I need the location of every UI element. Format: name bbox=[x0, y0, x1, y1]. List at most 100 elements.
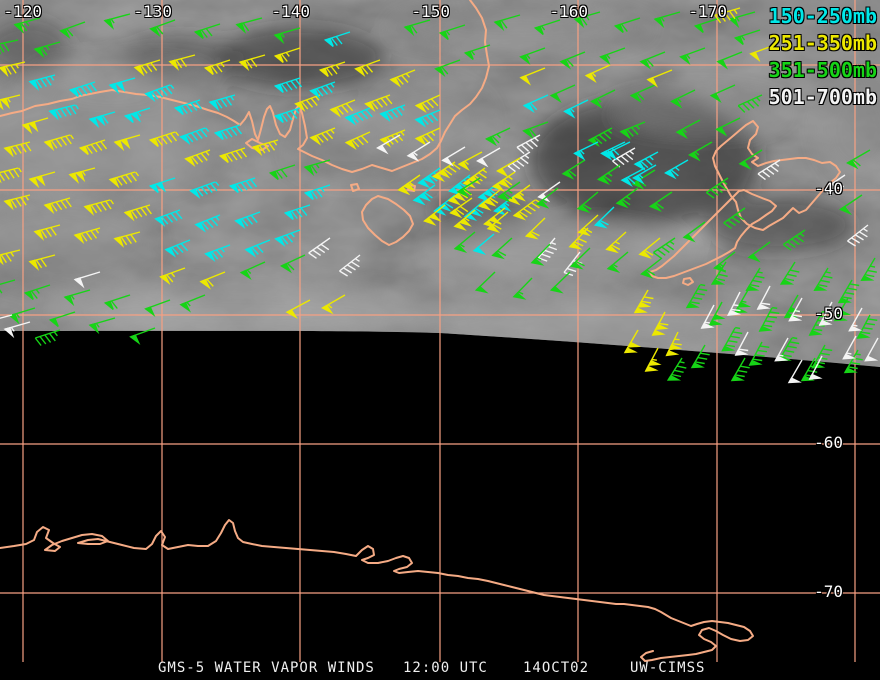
barb-staff bbox=[493, 171, 516, 188]
antarctica-coastline bbox=[0, 519, 754, 662]
wind-barb bbox=[364, 94, 393, 113]
wind-barb bbox=[273, 77, 303, 93]
wind-barb bbox=[194, 214, 221, 233]
barb-staff bbox=[665, 331, 682, 356]
wind-barb bbox=[478, 189, 501, 211]
wind-barb bbox=[3, 194, 31, 211]
barb-staff bbox=[844, 349, 863, 373]
barb-staff bbox=[819, 301, 833, 326]
barb-staff bbox=[562, 159, 586, 177]
barb-staff bbox=[442, 146, 466, 162]
barb-staff bbox=[0, 61, 26, 75]
barb-staff bbox=[4, 141, 32, 155]
barb-staff bbox=[487, 211, 509, 230]
barb-staff bbox=[325, 31, 351, 46]
barb-staff bbox=[847, 224, 869, 247]
barb-staff bbox=[220, 147, 248, 162]
barb-staff bbox=[4, 194, 31, 208]
wind-barb bbox=[779, 261, 800, 285]
barb-staff bbox=[50, 311, 76, 321]
barb-staff bbox=[788, 359, 803, 383]
wind-barb bbox=[685, 283, 708, 309]
wind-barb bbox=[623, 329, 642, 354]
wind-barb bbox=[561, 159, 586, 180]
wind-barb bbox=[303, 159, 331, 177]
wind-barb bbox=[787, 359, 803, 384]
barb-staff bbox=[407, 141, 431, 157]
barb-staff bbox=[185, 149, 211, 165]
barb-staff bbox=[345, 131, 371, 148]
wind-barb bbox=[33, 41, 61, 59]
legend-item-251-350mb: 251-350mb bbox=[768, 31, 877, 55]
wind-barb bbox=[108, 171, 140, 189]
wind-barb bbox=[303, 184, 331, 200]
wind-barb bbox=[613, 17, 641, 33]
barb-staff bbox=[735, 29, 761, 41]
barb-staff bbox=[710, 84, 736, 97]
wind-barb bbox=[148, 131, 180, 147]
barb-staff bbox=[125, 107, 151, 117]
wind-barb bbox=[73, 271, 101, 289]
barb-staff bbox=[281, 254, 306, 271]
wind-barb bbox=[516, 134, 541, 155]
barb-staff bbox=[717, 51, 743, 63]
barb-staff bbox=[195, 23, 221, 38]
wind-barb bbox=[8, 307, 36, 325]
wind-barb bbox=[620, 167, 646, 187]
wind-barb bbox=[379, 104, 406, 123]
wind-barb bbox=[600, 141, 626, 161]
barb-staff bbox=[523, 94, 549, 111]
barb-staff bbox=[822, 174, 846, 196]
barb-staff bbox=[124, 204, 152, 219]
barb-staff bbox=[0, 314, 13, 319]
barb-staff bbox=[497, 157, 521, 172]
wind-barb bbox=[716, 51, 743, 70]
barb-staff bbox=[550, 271, 571, 291]
wind-barb bbox=[530, 243, 551, 266]
barb-staff bbox=[607, 251, 629, 270]
barb-staff bbox=[440, 24, 466, 36]
wind-barb bbox=[283, 204, 311, 220]
barb-staff bbox=[0, 249, 21, 263]
barb-staff bbox=[339, 254, 361, 277]
wind-barb bbox=[33, 224, 61, 241]
lat-lon-grid bbox=[0, 0, 880, 662]
wind-barb bbox=[414, 127, 441, 146]
barb-staff bbox=[34, 224, 61, 239]
barb-staff bbox=[757, 285, 771, 310]
barb-staff bbox=[322, 294, 346, 309]
wind-barb bbox=[818, 301, 833, 326]
barb-staff bbox=[473, 233, 495, 252]
wind-barb bbox=[73, 227, 101, 245]
wind-barb bbox=[414, 109, 441, 128]
wind-barb bbox=[619, 121, 646, 140]
barb-staff bbox=[240, 261, 266, 274]
wind-barb bbox=[679, 47, 706, 66]
barb-staff bbox=[355, 59, 381, 75]
wind-barb bbox=[705, 177, 729, 199]
tasmania-coastline bbox=[361, 195, 414, 246]
wind-barb bbox=[103, 13, 131, 30]
barb-staff bbox=[275, 229, 301, 245]
wind-barb bbox=[533, 19, 561, 35]
wind-barb bbox=[412, 184, 436, 206]
wind-barb bbox=[423, 204, 446, 226]
wind-barb bbox=[463, 199, 486, 222]
wind-barb bbox=[309, 127, 336, 146]
barb-staff bbox=[734, 289, 749, 313]
barb-staff bbox=[390, 69, 416, 85]
wind-barb bbox=[633, 289, 654, 314]
barb-staff bbox=[606, 231, 627, 251]
barb-staff bbox=[498, 181, 521, 200]
wind-barb bbox=[0, 249, 21, 266]
wind-barb bbox=[438, 24, 466, 40]
barb-staff bbox=[230, 177, 258, 192]
wind-barb bbox=[734, 331, 749, 356]
wind-barb bbox=[144, 84, 175, 103]
wind-barb bbox=[184, 149, 211, 168]
barb-staff bbox=[145, 84, 175, 100]
barb-staff bbox=[749, 341, 770, 366]
barb-staff bbox=[723, 207, 746, 229]
barb-staff bbox=[454, 209, 476, 227]
